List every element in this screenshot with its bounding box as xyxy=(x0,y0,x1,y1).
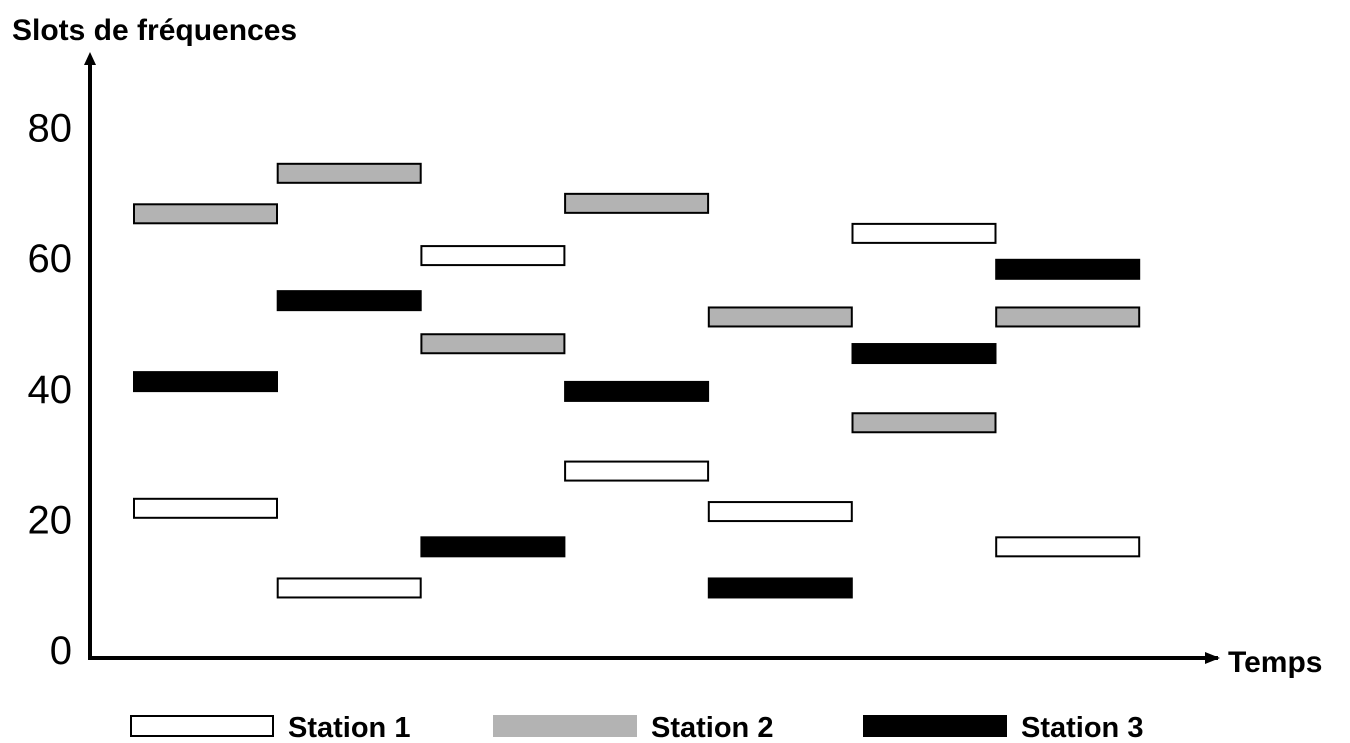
legend-label-station-3: Station 3 xyxy=(1021,712,1143,743)
bar-station-1-slot-2 xyxy=(276,577,422,599)
bar-station-1-slot-4 xyxy=(564,460,710,482)
bar-station-2-slot-4 xyxy=(564,192,710,214)
y-tick-label-40: 40 xyxy=(28,368,73,412)
legend: Station 1 Station 2 Station 3 xyxy=(130,712,1143,743)
legend-swatch-station-1 xyxy=(130,715,274,737)
y-tick-labels: 0 20 40 60 80 xyxy=(28,107,73,673)
bar-station-2-slot-6 xyxy=(851,412,997,434)
bar-station-3-slot-2 xyxy=(276,290,422,312)
legend-swatch-station-3 xyxy=(863,715,1007,737)
bar-station-3-slot-7 xyxy=(995,258,1141,280)
bar-station-1-slot-6 xyxy=(851,222,997,244)
y-tick-label-60: 60 xyxy=(28,237,73,281)
bar-station-1-slot-1 xyxy=(133,497,278,519)
x-axis-label: Temps xyxy=(1228,646,1322,679)
bar-station-2-slot-3 xyxy=(420,333,566,355)
y-tick-label-20: 20 xyxy=(28,498,73,542)
bar-station-1-slot-5 xyxy=(707,501,853,523)
legend-swatch-station-2 xyxy=(493,715,637,737)
bar-station-3-slot-4 xyxy=(564,380,710,402)
legend-label-station-2: Station 2 xyxy=(651,712,773,743)
bar-station-3-slot-6 xyxy=(851,343,997,365)
bar-station-3-slot-5 xyxy=(707,577,853,599)
bar-station-1-slot-3 xyxy=(420,245,566,267)
bar-station-3-slot-1 xyxy=(133,371,278,393)
y-axis-label: Slots de fréquences xyxy=(12,14,297,47)
legend-label-station-1: Station 1 xyxy=(288,712,410,743)
bar-station-2-slot-5 xyxy=(707,306,853,328)
plot-area xyxy=(133,162,1141,599)
bar-station-2-slot-1 xyxy=(133,203,278,225)
bar-station-1-slot-7 xyxy=(995,536,1141,558)
bar-station-3-slot-3 xyxy=(420,536,566,558)
bar-station-2-slot-7 xyxy=(995,306,1141,328)
bar-station-2-slot-2 xyxy=(276,162,422,184)
y-tick-label-0: 0 xyxy=(50,629,72,673)
y-tick-label-80: 80 xyxy=(28,107,73,151)
